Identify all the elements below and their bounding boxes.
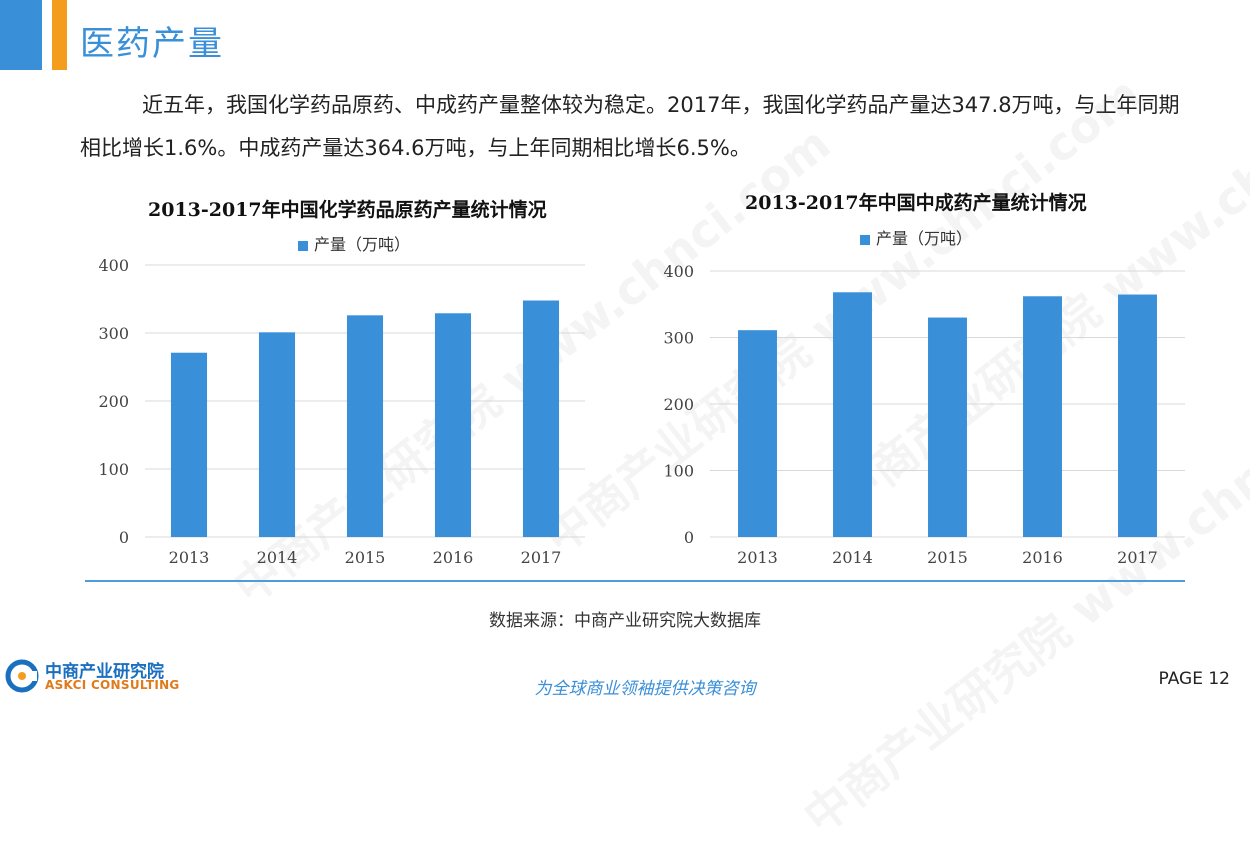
- x-tick-label: 2016: [1022, 548, 1063, 567]
- x-tick-label: 2017: [1117, 548, 1158, 567]
- y-tick-label: 0: [119, 528, 129, 547]
- chart-chemical-drugs: 2013-2017年中国化学药品原药产量统计情况 产量（万吨） 0 100 200 3…: [80, 185, 610, 575]
- y-tick-label: 300: [663, 329, 694, 348]
- page-title: 医药产量: [80, 24, 224, 64]
- intro-text: 近五年，我国化学药品原药、中成药产量整体较为稳定。2017年，我国化学药品产量达…: [80, 93, 1180, 160]
- y-tick-label: 100: [98, 460, 129, 479]
- logo-text-en: ASKCI CONSULTING: [45, 678, 180, 692]
- data-source: 数据来源：中商产业研究院大数据库: [489, 611, 761, 631]
- chart-legend: 产量（万吨）: [298, 231, 410, 255]
- bar: [928, 317, 967, 537]
- bar: [258, 332, 296, 537]
- y-tick-label: 300: [98, 324, 129, 343]
- footer-divider: [85, 580, 1185, 582]
- x-tick-label: 2017: [521, 548, 562, 567]
- legend-label: 产量（万吨）: [876, 229, 973, 248]
- header-accent-bar-orange: [52, 0, 67, 70]
- logo-icon: [5, 659, 39, 693]
- bar: [833, 292, 872, 537]
- slogan: 为全球商业领袖提供决策咨询: [534, 679, 756, 699]
- y-tick-label: 400: [98, 256, 129, 275]
- x-tick-label: 2013: [737, 548, 778, 567]
- bar: [434, 313, 472, 537]
- y-tick-label: 200: [98, 392, 129, 411]
- chart-plot-area: 0 100 200 300 400 2013 2014 2015 2016 2017: [98, 256, 585, 567]
- logo-text-cn: 中商产业研究院: [45, 662, 164, 682]
- bar: [170, 352, 208, 537]
- legend-swatch: [860, 234, 870, 245]
- chart-title: 2013-2017年中国化学药品原药产量统计情况: [148, 199, 547, 221]
- page-number: PAGE 12: [1158, 669, 1230, 689]
- legend-label: 产量（万吨）: [314, 235, 411, 254]
- chart-legend: 产量（万吨）: [860, 225, 972, 249]
- bar: [738, 330, 777, 537]
- x-tick-label: 2015: [927, 548, 968, 567]
- x-tick-label: 2013: [169, 548, 210, 567]
- y-tick-label: 200: [663, 395, 694, 414]
- company-logo: 中商产业研究院 ASKCI CONSULTING: [5, 657, 185, 697]
- chart-chinese-medicine: 2013-2017年中国中成药产量统计情况 产量（万吨） 0 100 200 300 4…: [655, 185, 1195, 575]
- legend-swatch: [298, 240, 308, 251]
- header-accent-bar: [0, 0, 42, 70]
- bar: [1023, 296, 1062, 537]
- bar: [522, 300, 560, 537]
- x-tick-label: 2016: [433, 548, 474, 567]
- y-tick-label: 0: [684, 528, 694, 547]
- x-tick-label: 2014: [832, 548, 873, 567]
- y-tick-label: 100: [663, 462, 694, 481]
- bar: [346, 315, 384, 537]
- intro-paragraph: 近五年，我国化学药品原药、中成药产量整体较为稳定。2017年，我国化学药品产量达…: [80, 84, 1200, 170]
- bar: [1118, 294, 1157, 537]
- chart-plot-area: 0 100 200 300 400 2013 2014 2015 2016 2017: [663, 262, 1185, 567]
- y-tick-label: 400: [663, 262, 694, 281]
- x-tick-label: 2015: [345, 548, 386, 567]
- x-tick-label: 2014: [257, 548, 298, 567]
- chart-title: 2013-2017年中国中成药产量统计情况: [745, 192, 1087, 214]
